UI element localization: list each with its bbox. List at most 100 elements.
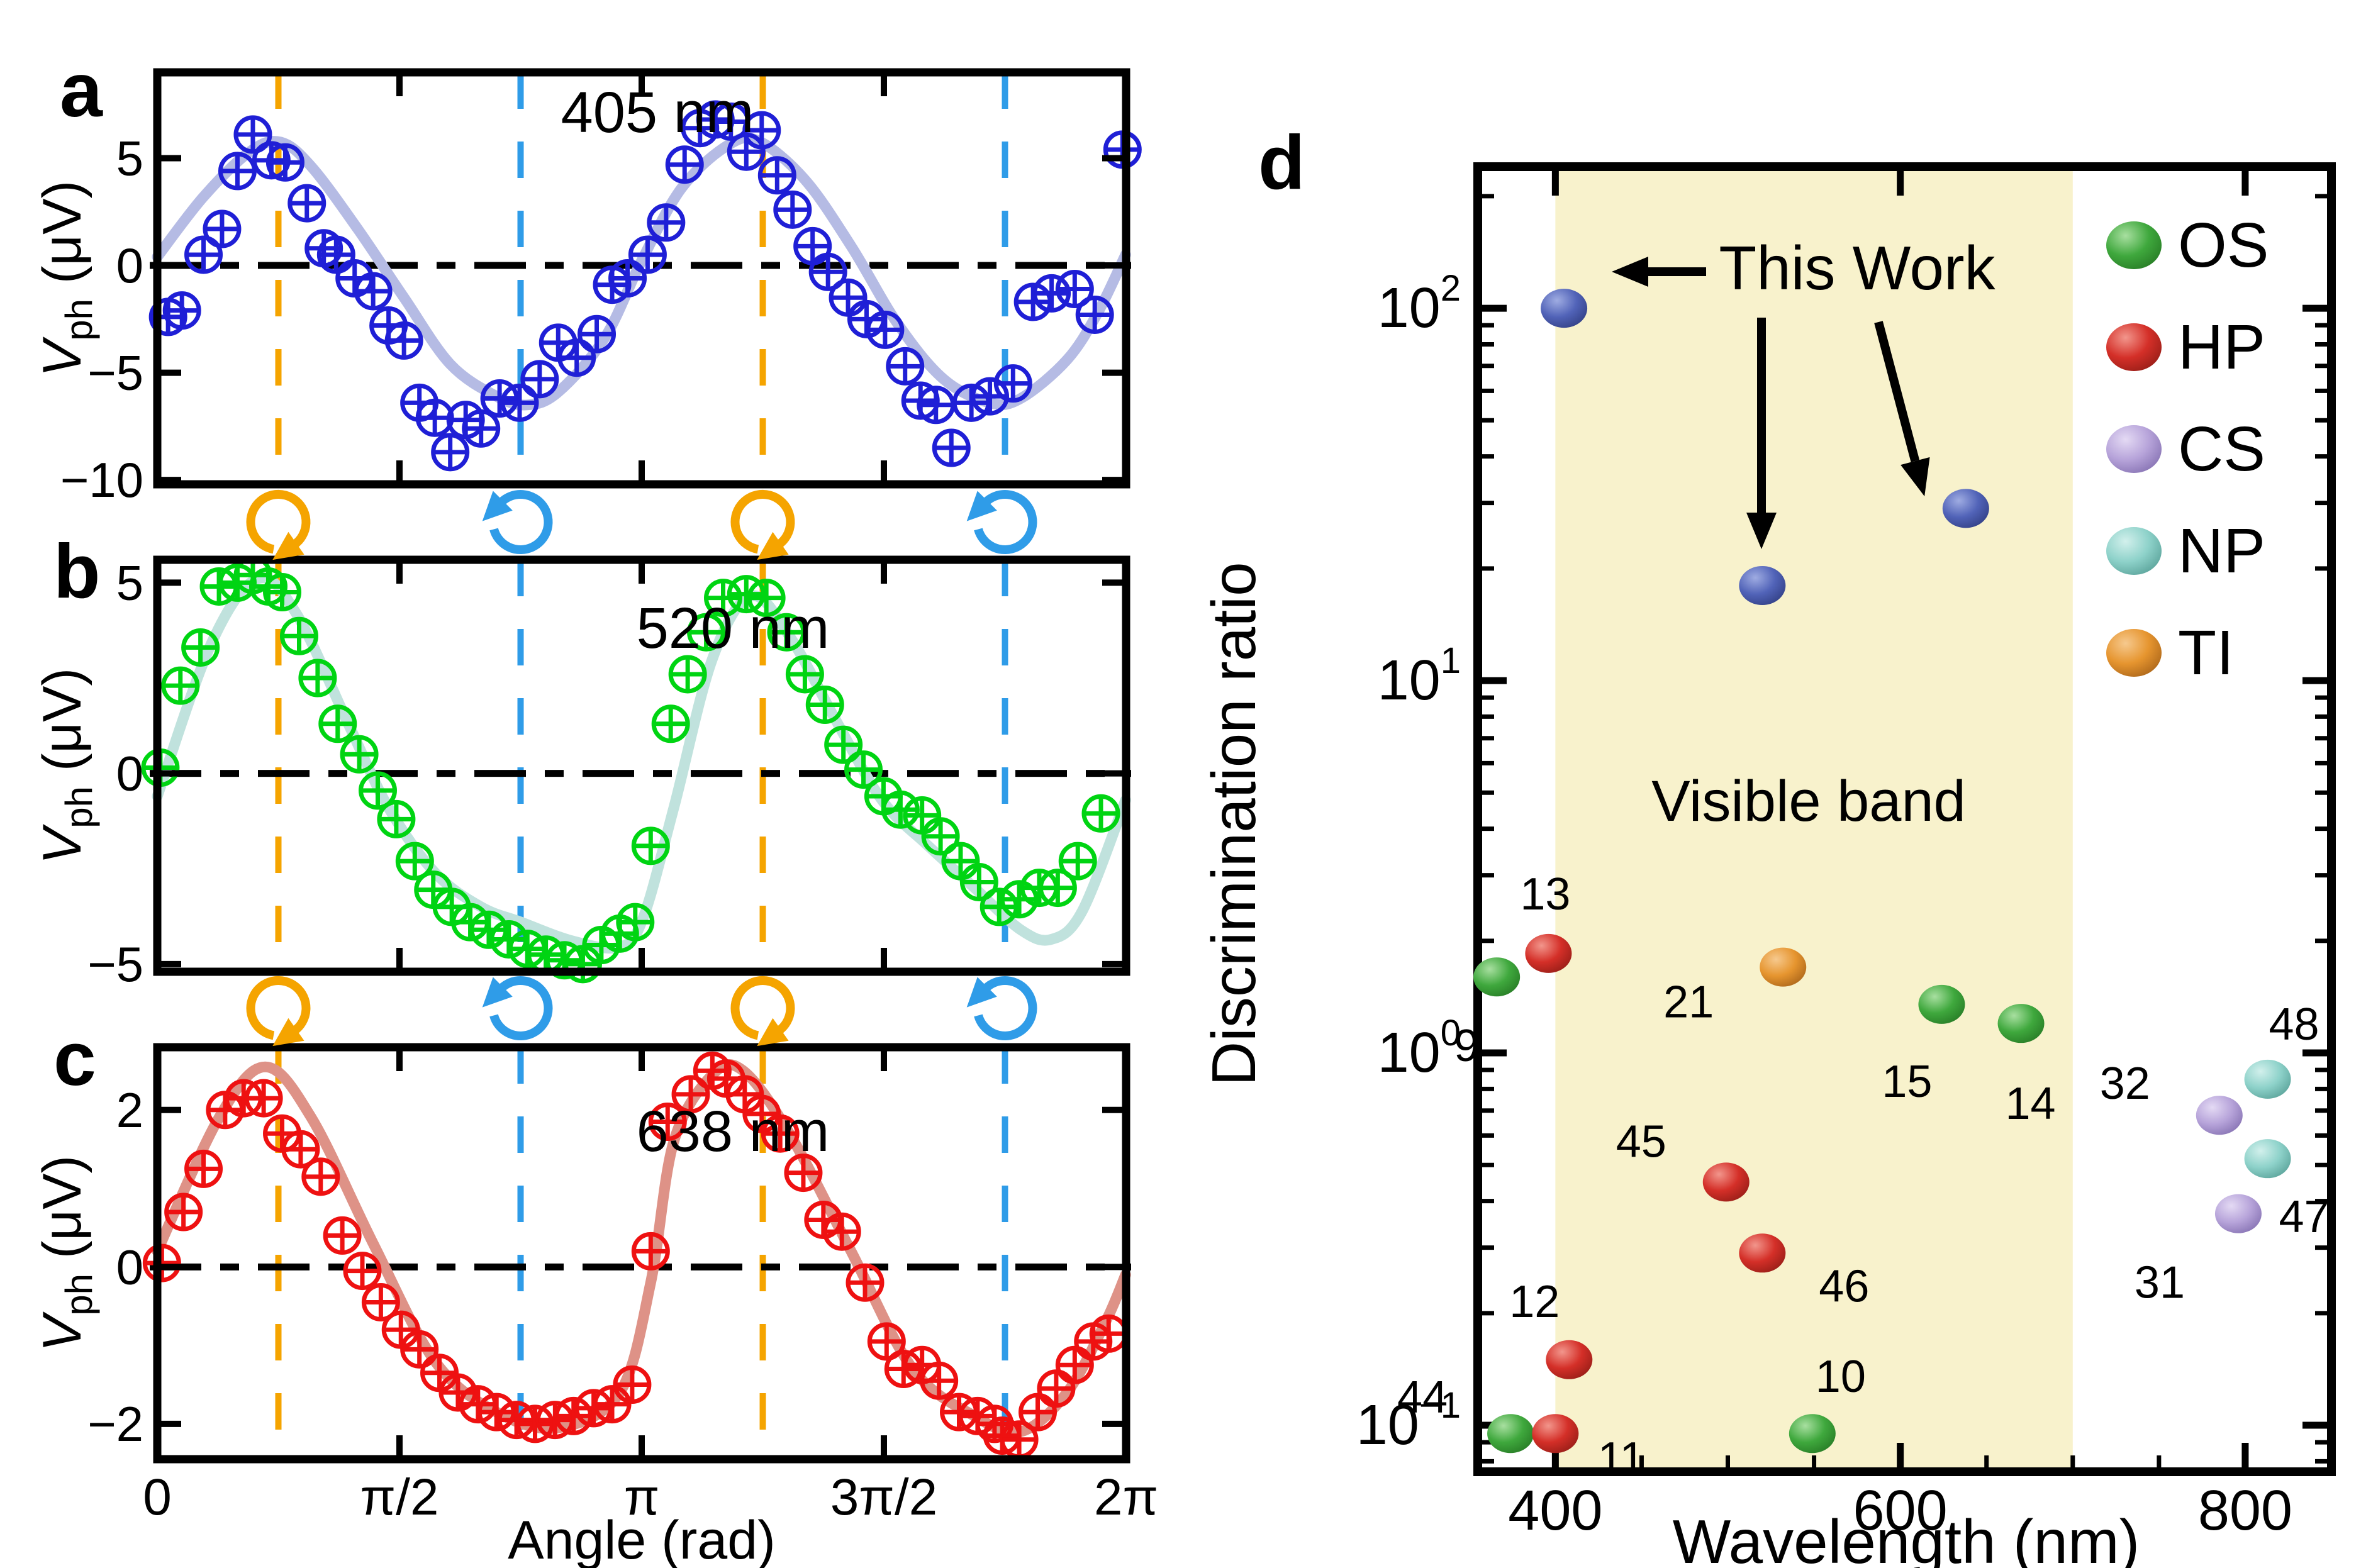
data-point-marker [420, 1354, 459, 1393]
y-tick-label: −5 [87, 345, 143, 401]
data-point-marker [343, 1252, 382, 1291]
data-point-marker [578, 314, 617, 353]
data-point-marker [563, 945, 602, 984]
data-point-marker [631, 826, 670, 865]
ref-point-46 [1739, 1233, 1786, 1273]
data-point-marker [384, 321, 423, 360]
legend-marker-ti [2106, 629, 2162, 677]
y-tick-label: 0 [116, 1239, 143, 1294]
data-point-marker [184, 1149, 223, 1188]
this-work-point-638nm [1942, 489, 1989, 528]
data-point-marker [773, 190, 812, 229]
data-point-marker [784, 1154, 823, 1193]
ref-label-14: 14 [2005, 1079, 2055, 1129]
data-point-marker [1000, 880, 1039, 919]
data-point-marker [298, 659, 337, 698]
y-tick-label: 0 [116, 746, 143, 801]
d-y-axis-label: Discrimination ratio [1199, 562, 1268, 1086]
data-point-marker [480, 379, 519, 418]
ref-point-9 [1473, 957, 1521, 997]
legend-item-ti: TI [2106, 618, 2234, 688]
data-point-marker [767, 613, 806, 652]
x-tick-label: π [624, 1469, 660, 1526]
data-point-marker [142, 1243, 181, 1282]
wavelength-title-405nm: 405 nm [561, 81, 754, 145]
this-work-arrow [1746, 318, 1777, 549]
ref-point-31 [2214, 1194, 2262, 1233]
legend-label-hp: HP [2178, 312, 2265, 382]
panel-d: 400 600 800 102 101 100 10−1 9 13 21 15 14 45 46 12 44 1… [1199, 120, 2336, 1568]
d-y-tick-label: 102 [1378, 268, 1461, 340]
visible-band-region [1555, 167, 2073, 1472]
data-point-marker [824, 725, 863, 764]
y-tick-label: 0 [116, 238, 143, 293]
legend-label-ti: TI [2178, 618, 2234, 688]
data-point-marker [515, 1404, 554, 1443]
counterclockwise-rotation-icon [966, 976, 1037, 1040]
data-point-marker [358, 771, 397, 810]
data-point-marker [886, 347, 925, 386]
data-point-marker [381, 1310, 420, 1349]
d-y-tick-label: 101 [1378, 640, 1461, 712]
data-point-marker [557, 338, 596, 377]
data-point-marker [941, 842, 980, 881]
data-point-marker [761, 1114, 800, 1153]
data-point-marker [608, 259, 647, 297]
x-tick-label: 2π [1094, 1469, 1158, 1526]
clockwise-rotation-icon [246, 489, 311, 560]
y-tick-label: 5 [116, 555, 143, 610]
ref-label-31: 31 [2135, 1258, 2185, 1308]
ref-point-47 [2244, 1139, 2291, 1179]
legend-marker-os [2106, 221, 2162, 269]
ref-label-13: 13 [1520, 869, 1570, 920]
legend-label-os: OS [2178, 210, 2269, 281]
d-x-tick-label: 800 [2198, 1479, 2292, 1542]
data-point-marker [438, 1373, 477, 1412]
data-point-marker [400, 1330, 439, 1369]
this-work-point-520nm [1739, 565, 1786, 605]
ref-label-10: 10 [1816, 1352, 1866, 1402]
data-point-marker [921, 817, 960, 856]
data-point-marker [631, 1232, 670, 1271]
data-point-marker [218, 152, 257, 191]
data-point-marker [323, 1216, 362, 1255]
ref-point-13 [1525, 933, 1572, 973]
this-work-point-405nm [1541, 289, 1588, 328]
data-point-marker [648, 1103, 687, 1142]
data-point-marker [281, 1130, 320, 1169]
ref-point-48 [2244, 1059, 2291, 1099]
clockwise-rotation-icon [730, 489, 795, 560]
data-point-marker [431, 433, 470, 472]
y-axis-label-c: Vph (μV) [32, 1155, 100, 1352]
data-point-marker [1081, 794, 1120, 833]
data-point-marker [867, 1322, 906, 1361]
y-tick-label: −2 [87, 1396, 143, 1452]
data-point-marker [520, 360, 559, 399]
data-point-marker [628, 235, 667, 274]
data-point-marker [704, 579, 743, 618]
ref-point-11 [1532, 1414, 1579, 1454]
data-point-marker [881, 790, 920, 829]
x-tick-label: 3π/2 [830, 1469, 938, 1526]
ref-point-10 [1789, 1414, 1836, 1454]
data-point-marker [808, 252, 847, 291]
data-point-marker [846, 1263, 885, 1302]
legend-label-np: NP [2178, 516, 2265, 586]
ref-point-45 [1702, 1162, 1750, 1202]
clockwise-rotation-icon [730, 976, 795, 1047]
panel-letter-d: d [1258, 120, 1305, 205]
legend-marker-cs [2106, 425, 2162, 473]
data-point-marker [162, 291, 201, 330]
data-point-marker [500, 383, 539, 422]
data-point-marker [829, 278, 868, 317]
data-point-marker [866, 310, 905, 349]
data-point-marker [747, 579, 786, 618]
data-point-marker [844, 750, 883, 789]
data-point-marker [354, 272, 393, 311]
ref-point-15 [1918, 984, 1965, 1024]
data-point-marker [785, 655, 824, 694]
data-point-marker [1032, 274, 1071, 313]
data-point-marker [757, 156, 796, 195]
y-tick-label: 2 [116, 1082, 143, 1138]
y-axis-label-b: Vph (μV) [32, 668, 100, 864]
